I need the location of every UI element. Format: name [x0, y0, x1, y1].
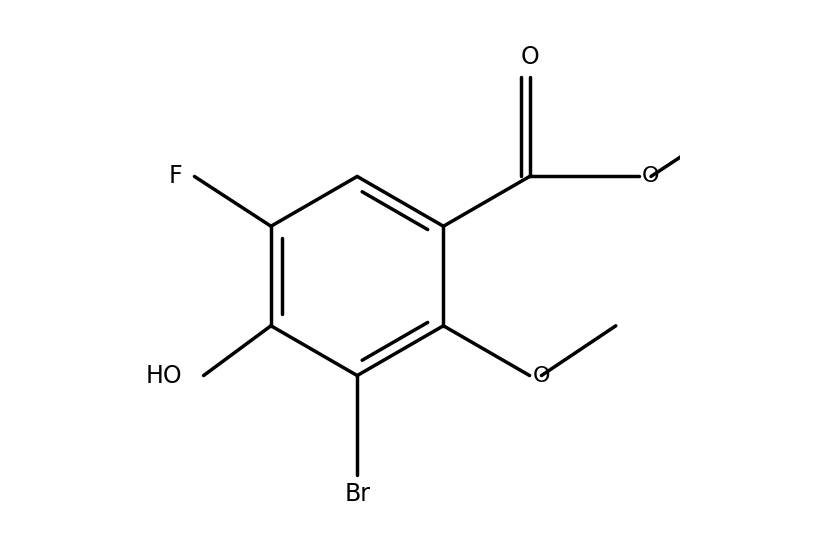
Text: O: O	[533, 365, 550, 385]
Text: F: F	[169, 164, 182, 188]
Text: O: O	[520, 45, 539, 69]
Text: HO: HO	[145, 364, 182, 388]
Text: Br: Br	[344, 481, 370, 506]
Text: O: O	[641, 167, 658, 187]
